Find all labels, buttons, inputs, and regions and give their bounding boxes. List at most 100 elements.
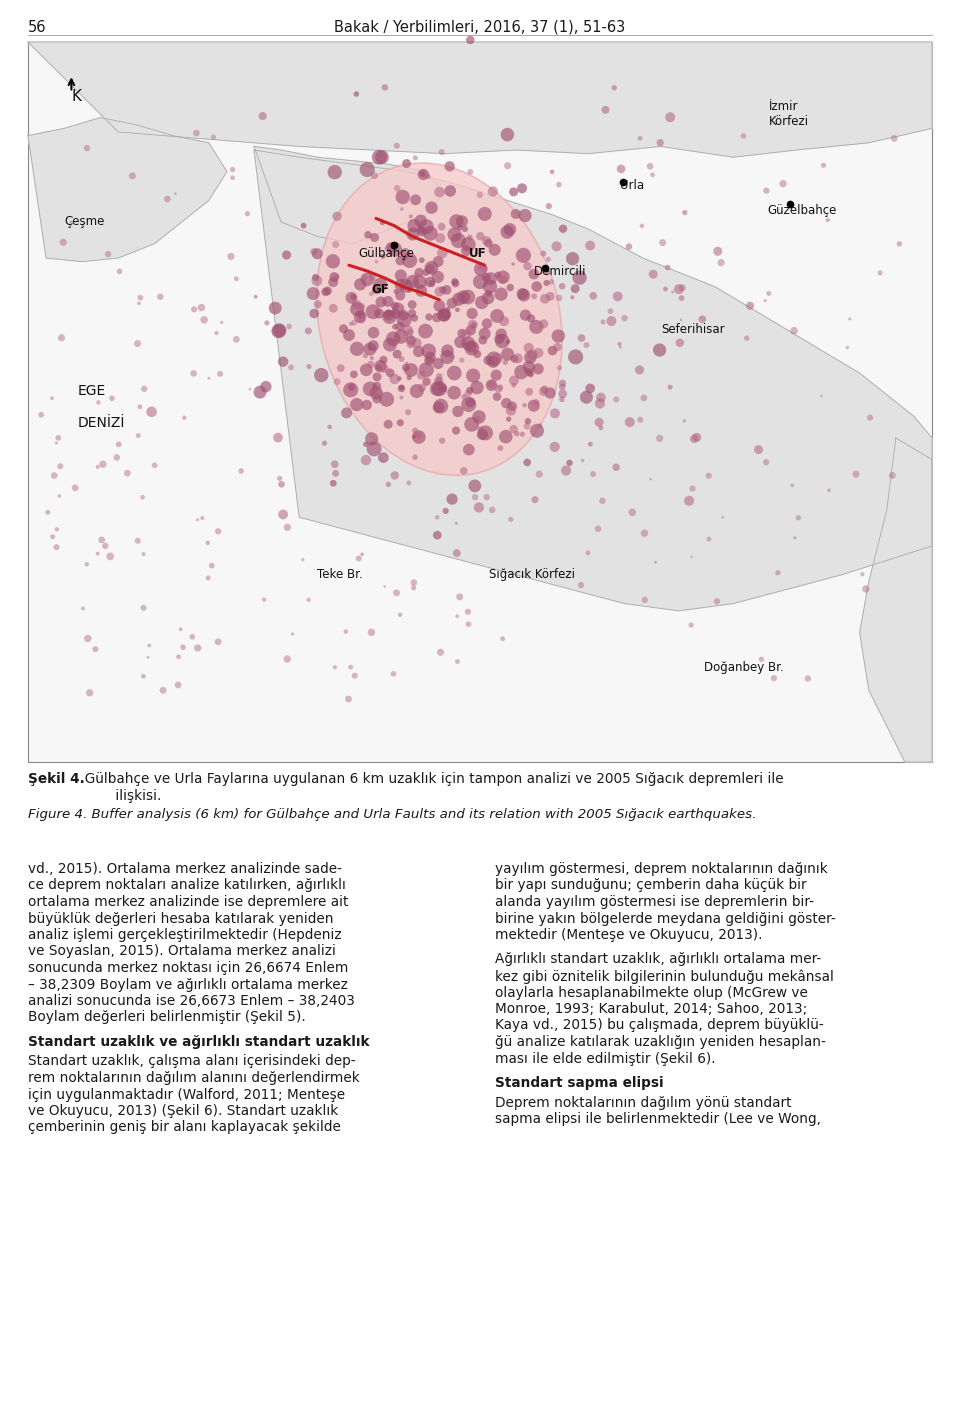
Point: [464, 413, 479, 436]
Point: [470, 408, 486, 430]
Point: [516, 284, 532, 307]
Point: [464, 335, 479, 358]
Point: [519, 415, 535, 437]
Point: [435, 376, 450, 399]
Point: [519, 452, 535, 474]
Point: [463, 320, 478, 342]
Point: [395, 197, 410, 220]
Point: [440, 345, 455, 368]
Point: [347, 311, 362, 334]
Point: [343, 379, 358, 402]
Point: [421, 305, 437, 328]
Point: [595, 311, 611, 334]
Point: [612, 335, 628, 358]
Point: [358, 344, 373, 366]
Polygon shape: [860, 437, 932, 763]
Point: [590, 517, 606, 540]
Point: [622, 410, 637, 433]
Point: [472, 183, 488, 206]
Point: [444, 293, 460, 315]
Point: [374, 212, 390, 234]
Point: [171, 645, 186, 667]
Point: [388, 302, 403, 325]
Point: [44, 386, 60, 409]
Point: [79, 552, 94, 575]
Point: [369, 278, 384, 301]
Point: [432, 180, 447, 203]
Point: [54, 327, 69, 349]
Point: [435, 278, 450, 301]
Point: [369, 381, 384, 403]
Point: [95, 453, 110, 476]
Point: [103, 545, 118, 568]
Point: [256, 588, 272, 611]
Point: [408, 264, 423, 287]
Point: [450, 400, 466, 423]
Point: [204, 554, 220, 577]
Point: [306, 240, 322, 263]
Point: [433, 395, 448, 417]
Text: ce deprem noktaları analize katılırken, ağırlıklı: ce deprem noktaları analize katılırken, …: [28, 879, 346, 893]
Point: [387, 368, 402, 391]
Point: [370, 365, 385, 388]
Text: Urla: Urla: [620, 179, 644, 192]
Point: [387, 239, 402, 261]
Point: [460, 601, 475, 623]
Point: [422, 346, 438, 369]
Point: [130, 332, 145, 355]
Point: [329, 204, 345, 227]
Point: [452, 331, 468, 354]
Point: [205, 125, 221, 148]
Point: [862, 406, 877, 429]
Point: [514, 361, 529, 383]
Text: Seferihisar: Seferihisar: [660, 322, 725, 335]
Point: [531, 358, 546, 381]
Point: [552, 356, 567, 379]
Text: birine yakın bölgelerde meydana geldiğini göster-: birine yakın bölgelerde meydana geldiğin…: [495, 912, 836, 926]
Text: Standart sapma elipsi: Standart sapma elipsi: [495, 1076, 663, 1091]
Point: [536, 243, 551, 266]
Point: [406, 577, 421, 599]
Point: [381, 302, 396, 325]
Point: [268, 297, 283, 320]
Point: [550, 335, 565, 358]
Text: Standart uzaklık ve ağırlıklı standart uzaklık: Standart uzaklık ve ağırlıklı standart u…: [28, 1035, 370, 1049]
Point: [380, 413, 396, 436]
Point: [109, 446, 125, 469]
Point: [568, 345, 584, 368]
Point: [448, 419, 464, 442]
Point: [274, 473, 289, 496]
Point: [503, 399, 518, 422]
Point: [583, 234, 598, 257]
Text: analizi sonucunda ise 26,6673 Enlem – 38,2403: analizi sonucunda ise 26,6673 Enlem – 38…: [28, 994, 355, 1008]
Point: [477, 203, 492, 226]
Point: [529, 275, 544, 298]
Point: [328, 462, 344, 484]
Point: [135, 486, 151, 508]
Point: [224, 246, 239, 268]
Point: [375, 244, 391, 267]
Point: [52, 484, 67, 507]
Point: [398, 356, 414, 379]
Point: [375, 446, 391, 469]
Point: [521, 355, 537, 378]
Point: [344, 312, 359, 335]
Point: [527, 488, 542, 511]
Point: [386, 663, 401, 686]
Point: [80, 628, 95, 650]
Point: [400, 400, 416, 423]
Point: [201, 567, 216, 589]
Point: [593, 416, 609, 439]
Point: [200, 531, 215, 554]
Point: [454, 349, 469, 372]
Point: [555, 375, 570, 398]
Point: [456, 460, 471, 483]
Point: [429, 378, 444, 400]
Point: [849, 463, 864, 486]
Point: [362, 338, 377, 361]
Text: büyüklük değerleri hesaba katılarak yeniden: büyüklük değerleri hesaba katılarak yeni…: [28, 912, 333, 926]
Point: [367, 437, 382, 460]
Point: [822, 479, 837, 501]
Point: [422, 257, 438, 280]
Point: [579, 386, 594, 409]
